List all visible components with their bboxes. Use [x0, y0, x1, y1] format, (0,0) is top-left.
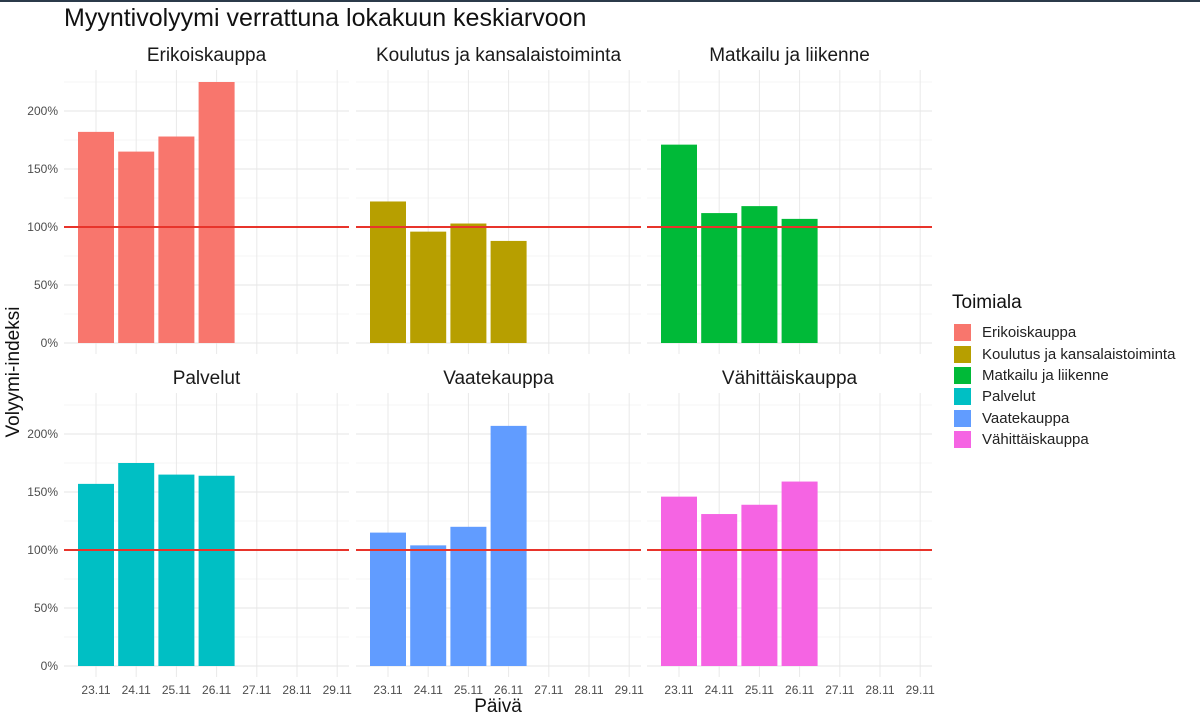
x-tick-label: 25.11 — [454, 683, 483, 697]
legend-label: Vähittäiskauppa — [982, 431, 1089, 449]
x-tick-label: 24.11 — [122, 683, 151, 697]
panel-erikoiskauppa: Erikoiskauppa 0% 50% 100% 150% 200% — [27, 45, 349, 354]
facet-title: Koulutus ja kansalaistoiminta — [376, 45, 621, 66]
bar-palvelut-24-11 — [118, 463, 155, 666]
bar-palvelut-26-11 — [198, 475, 235, 666]
bar-palvelut-25-11 — [158, 474, 195, 666]
bar-matkailu-ja-liikenne-24-11 — [701, 213, 738, 343]
legend-item-vaatekauppa: Vaatekauppa — [952, 408, 1175, 429]
legend-swatch — [954, 388, 971, 406]
legend-label: Erikoiskauppa — [982, 324, 1077, 342]
bar-vaatekauppa-24-11 — [410, 545, 447, 666]
panel-vaatekauppa: Vaatekauppa 23.11 24.11 25.11 26.11 27.11 28.1… — [356, 368, 644, 697]
panel-palvelut: Palvelut 0% 50% 100% 150% 200% 23.11 24.11 25.11… — [27, 368, 352, 697]
x-tick-label: 25.11 — [745, 683, 774, 697]
legend-label: Palvelut — [982, 388, 1036, 406]
y-tick-label: 200% — [27, 104, 58, 118]
legend-item-vahittaiskauppa: Vähittäiskauppa — [952, 429, 1175, 450]
bar-erikoiskauppa-26-11 — [198, 82, 235, 343]
bar-vahittaiskauppa-24-11 — [701, 514, 738, 666]
facet-title: Erikoiskauppa — [147, 45, 267, 66]
x-tick-label: 23.11 — [664, 683, 693, 697]
y-tick-label: 100% — [27, 220, 58, 234]
panel-vahittaiskauppa: Vähittäiskauppa 23.11 24.11 25.11 26.11 27.11… — [647, 368, 935, 697]
y-tick-label: 150% — [27, 485, 58, 499]
y-tick-label: 50% — [34, 278, 58, 292]
bar-koulutus-ja-kansalaistoiminta-25-11 — [450, 223, 487, 343]
y-tick-label: 50% — [34, 601, 58, 615]
y-tick-label: 150% — [27, 162, 58, 176]
legend-swatch — [954, 431, 971, 449]
x-tick-label: 24.11 — [414, 683, 443, 697]
x-tick-label: 27.11 — [534, 683, 563, 697]
bar-matkailu-ja-liikenne-23-11 — [661, 144, 697, 343]
bar-erikoiskauppa-24-11 — [118, 151, 155, 343]
panel-koulutus-ja-kansalaistoiminta: Koulutus ja kansalaistoiminta — [356, 45, 641, 354]
legend-label: Matkailu ja liikenne — [982, 366, 1109, 384]
bar-vaatekauppa-26-11 — [490, 425, 527, 666]
x-tick-label: 26.11 — [202, 683, 231, 697]
x-tick-label: 28.11 — [282, 683, 311, 697]
legend-swatch — [954, 366, 971, 384]
bar-erikoiskauppa-23-11 — [78, 131, 114, 343]
bar-vahittaiskauppa-26-11 — [781, 481, 818, 666]
legend-swatch — [954, 409, 971, 427]
legend-swatch — [954, 345, 971, 363]
x-tick-label: 29.11 — [906, 683, 935, 697]
x-tick-label: 29.11 — [615, 683, 644, 697]
x-tick-label: 23.11 — [373, 683, 402, 697]
legend-label: Koulutus ja kansalaistoiminta — [982, 345, 1176, 363]
x-tick-label: 24.11 — [705, 683, 734, 697]
bar-palvelut-23-11 — [78, 483, 114, 666]
legend-items: Erikoiskauppa Koulutus ja kansalaistoimin… — [952, 322, 1175, 450]
x-tick-label: 27.11 — [825, 683, 854, 697]
legend-title: Toimiala — [952, 292, 1022, 313]
legend-item-koulutus-ja-kansalaistoiminta: Koulutus ja kansalaistoiminta — [952, 343, 1175, 364]
bar-matkailu-ja-liikenne-26-11 — [781, 218, 818, 343]
bar-vahittaiskauppa-25-11 — [741, 504, 778, 666]
facet-title: Vähittäiskauppa — [722, 368, 858, 389]
x-tick-label: 29.11 — [323, 683, 352, 697]
legend: Toimiala Erikoiskauppa Koulutus ja kansal… — [952, 292, 1175, 450]
bar-vahittaiskauppa-23-11 — [661, 496, 697, 666]
x-axis-label: Päivä — [474, 696, 522, 717]
legend-swatch — [954, 324, 971, 342]
bar-matkailu-ja-liikenne-25-11 — [741, 206, 778, 343]
chart-title: Myyntivolyymi verrattuna lokakuun keskia… — [64, 4, 587, 32]
legend-item-palvelut: Palvelut — [952, 386, 1175, 407]
x-tick-label: 27.11 — [242, 683, 271, 697]
y-tick-label: 0% — [41, 336, 59, 350]
legend-item-matkailu-ja-liikenne: Matkailu ja liikenne — [952, 365, 1175, 386]
x-tick-label: 28.11 — [574, 683, 603, 697]
facet-title: Matkailu ja liikenne — [709, 45, 870, 66]
bar-koulutus-ja-kansalaistoiminta-24-11 — [410, 231, 447, 343]
facet-title: Vaatekauppa — [443, 368, 554, 389]
y-tick-label: 0% — [41, 659, 59, 673]
legend-item-erikoiskauppa: Erikoiskauppa — [952, 322, 1175, 343]
bar-vaatekauppa-25-11 — [450, 526, 487, 666]
y-tick-label: 200% — [27, 427, 58, 441]
bar-vaatekauppa-23-11 — [370, 532, 406, 666]
panel-matkailu-ja-liikenne: Matkailu ja liikenne — [647, 45, 932, 354]
bar-erikoiskauppa-25-11 — [158, 136, 195, 343]
bar-koulutus-ja-kansalaistoiminta-23-11 — [370, 201, 406, 343]
window-top-border — [0, 0, 1200, 2]
legend-label: Vaatekauppa — [982, 409, 1070, 427]
x-tick-label: 23.11 — [81, 683, 110, 697]
x-tick-label: 25.11 — [162, 683, 191, 697]
x-tick-label: 28.11 — [865, 683, 894, 697]
x-tick-label: 26.11 — [494, 683, 523, 697]
facet-title: Palvelut — [173, 368, 241, 389]
bar-koulutus-ja-kansalaistoiminta-26-11 — [490, 240, 527, 343]
x-tick-label: 26.11 — [785, 683, 814, 697]
y-tick-label: 100% — [27, 543, 58, 557]
